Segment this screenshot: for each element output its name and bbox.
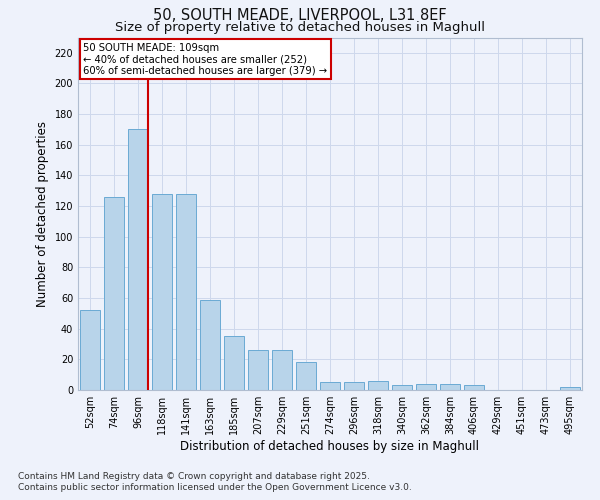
Bar [104, 197, 124, 390]
Bar [272, 350, 292, 390]
Bar [248, 350, 268, 390]
Text: 50 SOUTH MEADE: 109sqm
← 40% of detached houses are smaller (252)
60% of semi-de: 50 SOUTH MEADE: 109sqm ← 40% of detached… [83, 43, 327, 76]
Text: Size of property relative to detached houses in Maghull: Size of property relative to detached ho… [115, 21, 485, 34]
Bar [344, 382, 364, 390]
Y-axis label: Number of detached properties: Number of detached properties [36, 120, 49, 306]
Text: 50, SOUTH MEADE, LIVERPOOL, L31 8EF: 50, SOUTH MEADE, LIVERPOOL, L31 8EF [153, 8, 447, 22]
Bar [416, 384, 436, 390]
Bar [128, 130, 148, 390]
Bar [200, 300, 220, 390]
Text: Contains HM Land Registry data © Crown copyright and database right 2025.: Contains HM Land Registry data © Crown c… [18, 472, 370, 481]
Bar [152, 194, 172, 390]
Bar [440, 384, 460, 390]
Bar [464, 386, 484, 390]
Text: Contains public sector information licensed under the Open Government Licence v3: Contains public sector information licen… [18, 484, 412, 492]
Bar [320, 382, 340, 390]
Bar [296, 362, 316, 390]
Bar [176, 194, 196, 390]
Bar [392, 386, 412, 390]
Bar [368, 381, 388, 390]
X-axis label: Distribution of detached houses by size in Maghull: Distribution of detached houses by size … [181, 440, 479, 453]
Bar [224, 336, 244, 390]
Bar [560, 387, 580, 390]
Bar [80, 310, 100, 390]
